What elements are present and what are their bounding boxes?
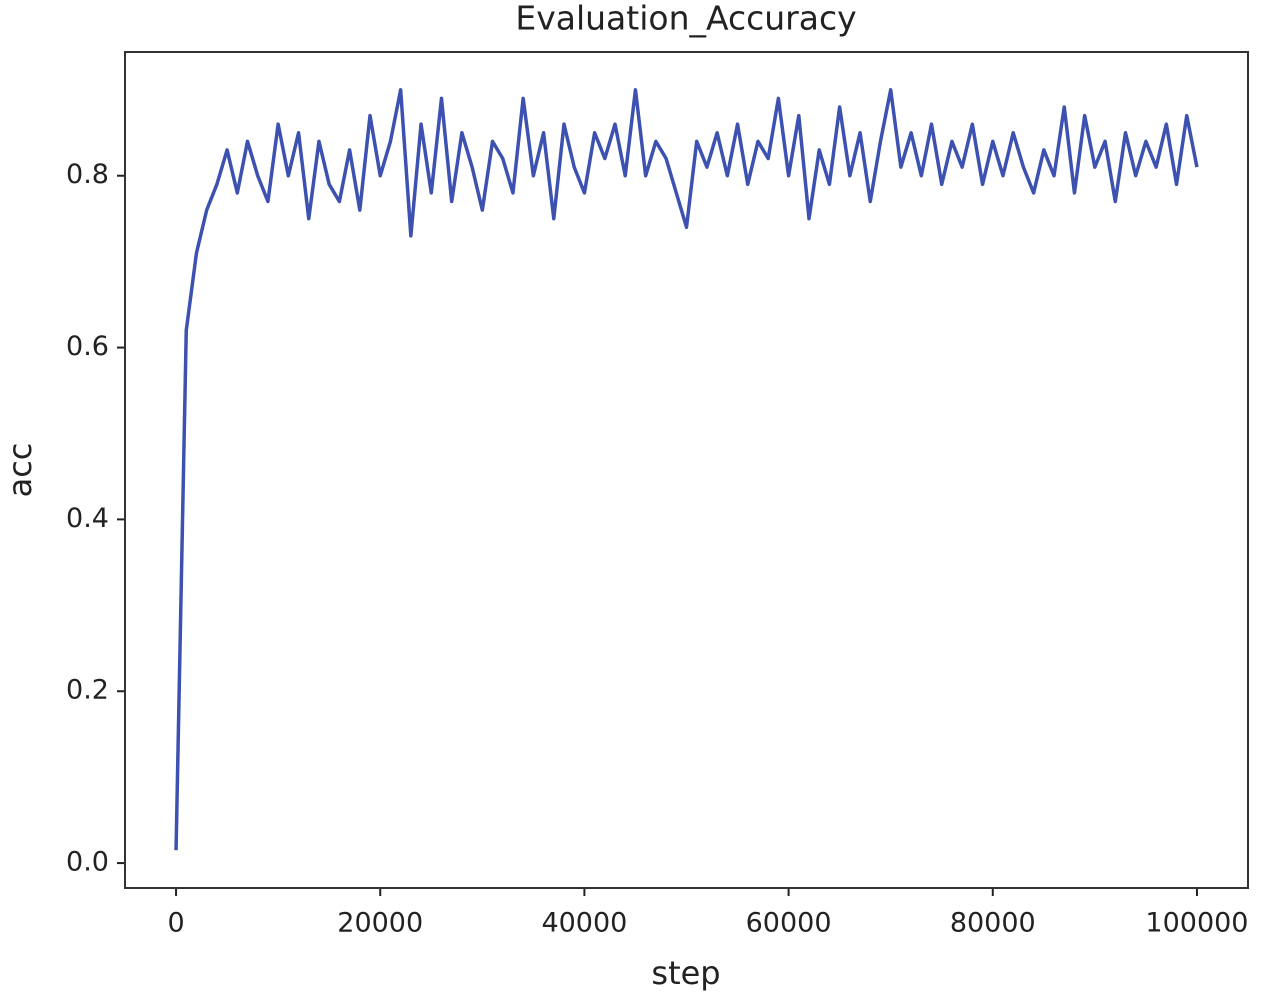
x-tick-label: 0: [167, 908, 184, 939]
x-tick-label: 40000: [541, 908, 627, 939]
x-tick-label: 60000: [746, 908, 832, 939]
y-tick-label: 0.2: [66, 675, 109, 706]
y-tick-label: 0.8: [66, 159, 109, 190]
x-tick-label: 100000: [1145, 908, 1248, 939]
y-tick-label: 0.6: [66, 331, 109, 362]
plot-frame: [124, 51, 1249, 889]
chart-title: Evaluation_Accuracy: [515, 0, 856, 38]
x-tick-label: 20000: [337, 908, 423, 939]
x-axis-label: step: [651, 954, 720, 992]
data-line: [174, 88, 1199, 851]
y-tick-label: 0.4: [66, 503, 109, 534]
y-axis-label: acc: [1, 443, 39, 498]
x-tick-label: 80000: [950, 908, 1036, 939]
y-tick-label: 0.0: [66, 847, 109, 878]
